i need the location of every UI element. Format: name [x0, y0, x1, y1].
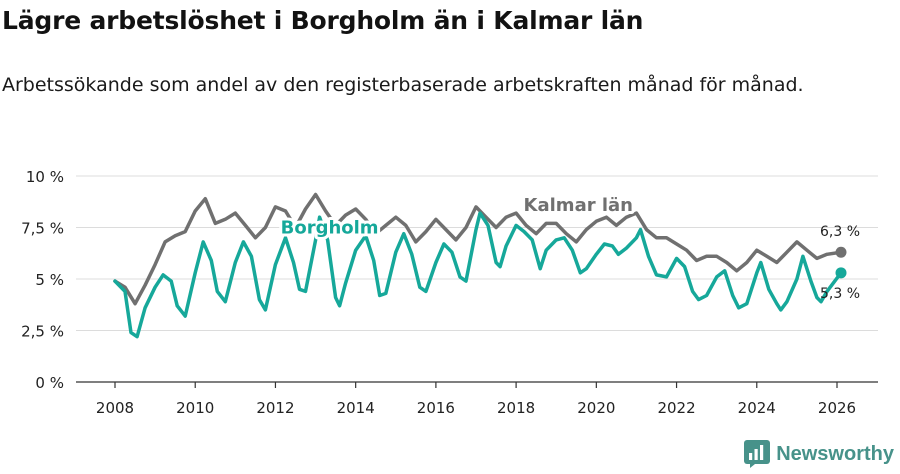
- series-line-kalmar-l-n: [113, 192, 843, 306]
- x-tick-label: 2010: [176, 399, 214, 417]
- series-end-label-borgholm: 5,3 %: [820, 286, 860, 302]
- y-tick-label: 0 %: [35, 374, 64, 392]
- y-tick-label: 2,5 %: [21, 323, 64, 341]
- series-line-borgholm: [113, 211, 843, 339]
- series-end-dot-kalmar-l-n: [835, 246, 847, 258]
- x-tick-label: 2014: [337, 399, 375, 417]
- x-tick-label: 2022: [657, 399, 695, 417]
- grid: [76, 175, 878, 331]
- line-chart: 0 % 2,5 % 5 % 7,5 % 10 % 2008 2010 2012 2014 201…: [21, 168, 878, 417]
- y-tick-label: 10 %: [26, 168, 64, 186]
- series-lines: [113, 192, 847, 339]
- x-tick-label: 2018: [497, 399, 535, 417]
- y-tick-label: 7,5 %: [21, 220, 64, 238]
- newsworthy-brand: Newsworthy: [744, 440, 894, 468]
- x-tick-label: 2024: [738, 399, 776, 417]
- x-tick-label: 2012: [256, 399, 294, 417]
- newsworthy-logo-icon: [744, 440, 771, 468]
- series-label-borgholm: Borgholm: [281, 218, 379, 239]
- x-axis-ticks: 2008 2010 2012 2014 2016 2018 2020 2022 2024 2026: [96, 382, 856, 417]
- series-labels: 6,3 % Kalmar län 5,3 % Borgholm: [278, 192, 860, 302]
- y-tick-label: 5 %: [35, 271, 64, 289]
- x-tick-label: 2008: [96, 399, 134, 417]
- x-tick-label: 2026: [818, 399, 856, 417]
- chart-subtitle: Arbetssökande som andel av den registerb…: [2, 74, 804, 96]
- x-tick-label: 2016: [417, 399, 455, 417]
- chart-title: Lägre arbetslöshet i Borgholm än i Kalma…: [2, 6, 644, 35]
- series-end-label-kalmar-l-n: 6,3 %: [820, 224, 860, 240]
- x-tick-label: 2020: [577, 399, 615, 417]
- y-axis-labels: 0 % 2,5 % 5 % 7,5 % 10 %: [21, 168, 64, 392]
- brand-name: Newsworthy: [776, 442, 894, 465]
- series-end-dot-borgholm: [835, 267, 847, 279]
- series-label-kalmar-l-n: Kalmar län: [524, 195, 633, 216]
